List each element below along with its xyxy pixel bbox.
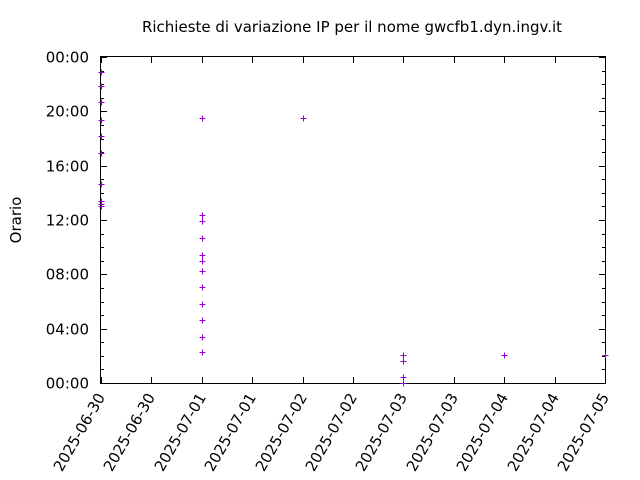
x-axis: 2025-06-302025-06-302025-07-012025-07-01… <box>50 57 613 475</box>
data-point <box>602 352 609 359</box>
data-point <box>199 212 206 219</box>
data-point <box>98 133 105 140</box>
data-point <box>199 334 206 341</box>
y-axis-label: Orario <box>7 197 25 244</box>
x-tick-label: 2025-07-03 <box>403 390 462 475</box>
data-point <box>400 380 407 387</box>
data-point <box>98 181 105 188</box>
data-point <box>98 99 105 106</box>
y-tick-label: 00:00 <box>46 49 89 67</box>
data-point <box>199 218 206 225</box>
y-tick-label: 04:00 <box>46 321 89 339</box>
data-point <box>98 150 105 157</box>
x-tick-label: 2025-07-04 <box>504 390 563 475</box>
x-tick-label: 2025-07-02 <box>302 390 361 475</box>
data-point <box>501 352 508 359</box>
x-tick-label: 2025-06-30 <box>100 390 159 475</box>
x-tick-label: 2025-07-01 <box>151 390 210 475</box>
data-point <box>400 358 407 365</box>
x-tick-label: 2025-07-04 <box>453 390 512 475</box>
data-point <box>300 115 307 122</box>
plot-frame <box>100 56 606 384</box>
y-tick-label: 20:00 <box>46 103 89 121</box>
data-points <box>98 69 609 387</box>
y-tick-label: 00:00 <box>46 375 89 393</box>
x-tick-label: 2025-06-30 <box>50 390 109 475</box>
y-tick-label: 12:00 <box>46 212 89 230</box>
data-point <box>199 317 206 324</box>
x-tick-label: 2025-07-05 <box>554 390 613 475</box>
chart-title: Richieste di variazione IP per il nome g… <box>142 18 562 36</box>
data-point <box>199 301 206 308</box>
y-tick-label: 16:00 <box>46 158 89 176</box>
y-tick-label: 08:00 <box>46 266 89 284</box>
data-point <box>98 69 105 76</box>
data-point <box>98 117 105 124</box>
data-point <box>400 352 407 359</box>
data-point <box>199 268 206 275</box>
data-point <box>199 252 206 259</box>
x-tick-label: 2025-07-03 <box>352 390 411 475</box>
data-point <box>199 258 206 265</box>
data-point <box>199 349 206 356</box>
data-point <box>400 374 407 381</box>
data-point <box>199 115 206 122</box>
y-axis: 00:00 04:00 08:00 12:00 16:00 20:00 00:00 <box>46 49 605 393</box>
x-tick-label: 2025-07-01 <box>201 390 260 475</box>
data-point <box>98 198 105 205</box>
data-point <box>199 284 206 291</box>
data-point <box>199 235 206 242</box>
data-point <box>98 83 105 90</box>
x-tick-label: 2025-07-02 <box>252 390 311 475</box>
